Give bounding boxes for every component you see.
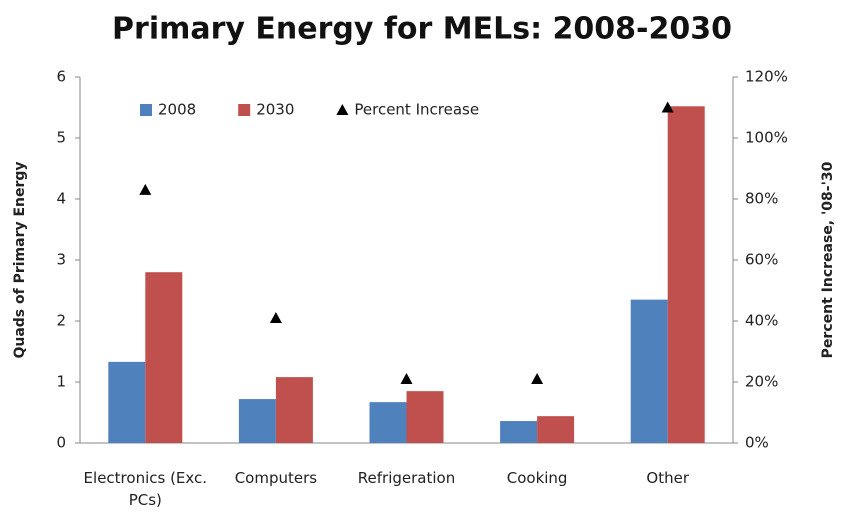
bar: [406, 391, 444, 443]
legend-swatch: [140, 104, 152, 116]
y-tick-label: 1: [56, 373, 66, 391]
x-tick-label: Other: [646, 469, 689, 487]
y-tick-label: 2: [56, 312, 66, 330]
y2-tick-label: 100%: [745, 129, 788, 147]
triangle-marker: [269, 311, 282, 323]
y2-tick-label: 80%: [745, 190, 778, 208]
legend-swatch: [238, 104, 251, 116]
bar: [667, 106, 705, 443]
triangle-marker: [400, 372, 413, 384]
bar: [537, 416, 575, 443]
y2-tick-label: 60%: [745, 251, 778, 269]
bar: [145, 272, 183, 443]
legend-label: 2030: [256, 101, 294, 119]
x-tick-label: Electronics (Exc. PCs): [83, 469, 208, 509]
legend-marker: [336, 104, 349, 115]
chart-title: Primary Energy for MELs: 2008-2030: [112, 12, 732, 47]
triangle-marker: [139, 183, 152, 195]
legend-label: Percent Increase: [354, 101, 479, 119]
y-tick-label: 0: [56, 434, 66, 452]
y2-tick-label: 120%: [745, 68, 788, 86]
bar: [238, 399, 276, 443]
x-tick-label: Refrigeration: [357, 469, 456, 487]
y2-axis-label: Percent Increase, '08-'30: [820, 161, 836, 358]
bar: [500, 421, 538, 443]
y2-tick-label: 0%: [745, 434, 769, 452]
y-tick-label: 6: [56, 68, 66, 86]
bar: [108, 361, 146, 443]
legend-label: 2008: [158, 101, 196, 119]
triangle-marker: [661, 101, 674, 113]
bar: [275, 377, 313, 443]
y2-tick-label: 40%: [745, 312, 778, 330]
bar: [630, 299, 668, 443]
y-tick-label: 5: [56, 129, 66, 147]
triangle-marker: [531, 372, 544, 384]
x-tick-label: Computers: [234, 469, 318, 487]
bar: [369, 402, 407, 443]
x-tick-label: Cooking: [506, 469, 568, 487]
y-tick-label: 4: [56, 190, 66, 208]
y-tick-label: 3: [56, 251, 66, 269]
y-axis-label: Quads of Primary Energy: [12, 161, 28, 358]
y2-tick-label: 20%: [745, 373, 778, 391]
